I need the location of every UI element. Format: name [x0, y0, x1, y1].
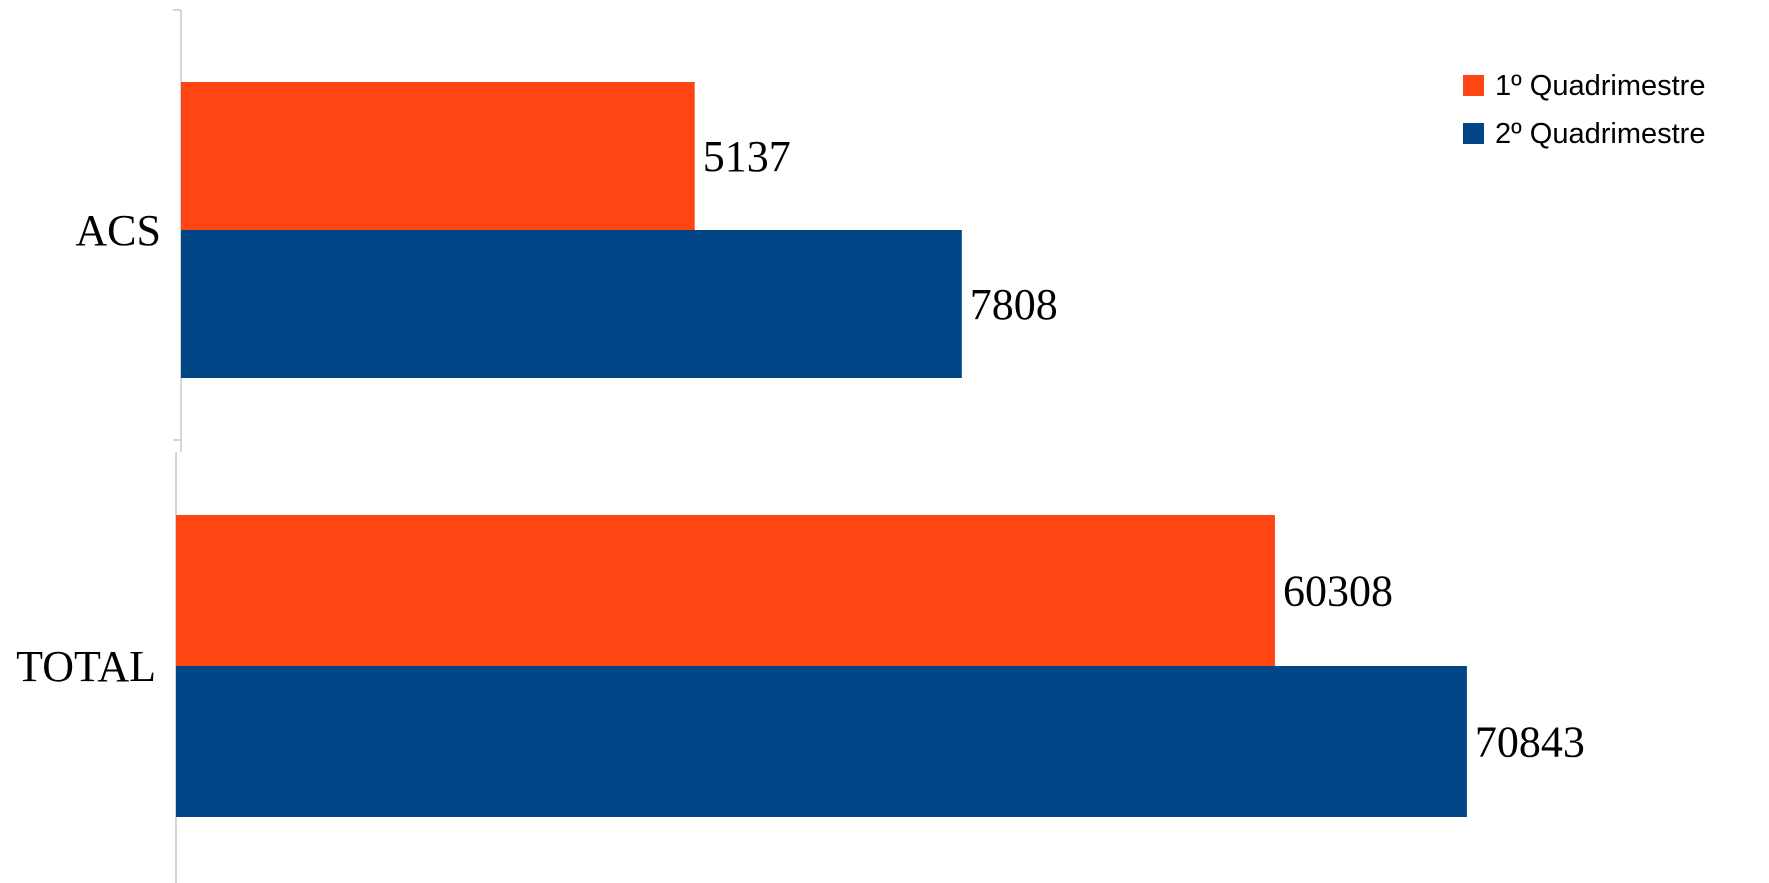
data-label: 7808 [970, 280, 1058, 329]
bar-acs-series-2 [181, 230, 962, 378]
category-labels: ACS TOTAL [16, 206, 161, 691]
data-label: 60308 [1283, 567, 1393, 616]
bars [176, 82, 1467, 817]
legend: 1º Quadrimestre 2º Quadrimestre [1463, 70, 1705, 150]
bar-acs-series-1 [181, 82, 695, 230]
data-labels: 5137 7808 60308 70843 [703, 132, 1585, 767]
legend-swatch [1463, 123, 1484, 144]
legend-label: 1º Quadrimestre [1495, 70, 1705, 102]
category-label-total: TOTAL [16, 642, 156, 691]
data-label: 70843 [1475, 718, 1585, 767]
data-label: 5137 [703, 132, 791, 181]
legend-label: 2º Quadrimestre [1495, 118, 1705, 150]
category-label-acs: ACS [75, 206, 161, 255]
bar-total-series-1 [176, 515, 1275, 666]
legend-swatch [1463, 75, 1484, 96]
bar-total-series-2 [176, 666, 1467, 817]
